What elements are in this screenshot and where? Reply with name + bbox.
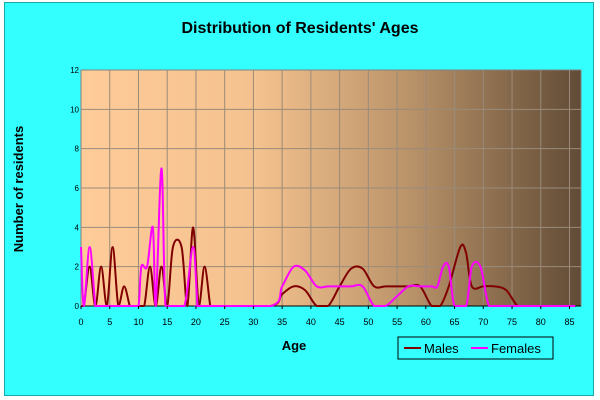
y-tick-label: 2 <box>75 263 80 272</box>
x-tick-label: 65 <box>450 317 460 327</box>
y-axis-title: Number of residents <box>11 126 26 252</box>
x-tick-label: 55 <box>392 317 402 327</box>
chart-frame: Distribution of Residents' Ages 0 5 10 15 20… <box>4 2 594 396</box>
series-layer <box>80 167 576 308</box>
x-tick-label: 80 <box>536 317 546 327</box>
series-line-females <box>80 167 576 308</box>
x-tick-label: 40 <box>306 317 316 327</box>
x-tick-label: 60 <box>421 317 431 327</box>
legend-label-males: Males <box>424 341 459 356</box>
x-tick-label: 30 <box>248 317 258 327</box>
chart-svg: Distribution of Residents' Ages 0 5 10 15 20… <box>11 20 582 360</box>
x-tick-label: 0 <box>78 317 83 327</box>
y-tick-label: 12 <box>70 66 79 75</box>
x-tick-label: 50 <box>363 317 373 327</box>
y-tick-label: 6 <box>75 184 80 193</box>
x-tick-label: 25 <box>220 317 230 327</box>
x-tick-label: 70 <box>478 317 488 327</box>
x-tick-labels: 0 5 10 15 20 25 30 35 40 45 50 55 60 65 70 75 80 85 <box>78 306 575 327</box>
y-tick-label: 8 <box>75 145 80 154</box>
x-axis-title: Age <box>282 338 307 353</box>
legend: Males Females <box>397 336 554 360</box>
legend-label-females: Females <box>491 341 541 356</box>
x-tick-label: 45 <box>335 317 345 327</box>
chart-title: Distribution of Residents' Ages <box>181 20 418 37</box>
x-tick-label: 75 <box>507 317 517 327</box>
x-tick-label: 5 <box>107 317 112 327</box>
y-tick-label: 4 <box>75 223 80 232</box>
x-tick-label: 35 <box>277 317 287 327</box>
x-tick-label: 10 <box>133 317 143 327</box>
y-tick-labels: 0 2 4 6 8 10 12 <box>70 66 79 311</box>
x-tick-label: 15 <box>162 317 172 327</box>
y-tick-label: 0 <box>75 302 80 311</box>
y-tick-label: 10 <box>70 105 79 114</box>
x-tick-label: 20 <box>191 317 201 327</box>
x-tick-label: 85 <box>564 317 574 327</box>
